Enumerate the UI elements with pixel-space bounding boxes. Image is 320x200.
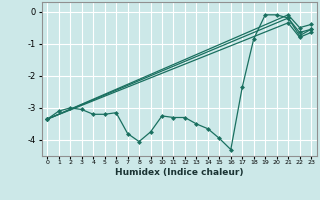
X-axis label: Humidex (Indice chaleur): Humidex (Indice chaleur) (115, 168, 244, 177)
